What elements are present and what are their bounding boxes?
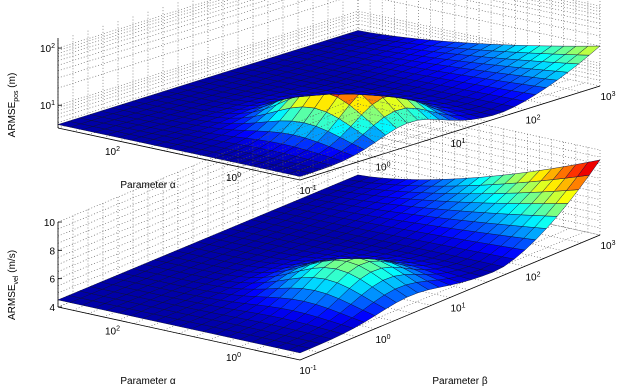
beta-tick-label: 102 bbox=[525, 115, 540, 127]
grid-line bbox=[57, 167, 601, 294]
z-axis-label: ARMSEvel (m/s) bbox=[7, 250, 20, 320]
grid-line bbox=[57, 117, 601, 244]
grid-line bbox=[57, 160, 601, 287]
z-tick-label: 6 bbox=[49, 275, 55, 286]
alpha-axis-line bbox=[57, 306, 301, 361]
grid-line bbox=[57, 153, 601, 279]
subplot-pos: 101 102 100 102 10-1 100 101 102 103 ARMSEpos (m)… bbox=[7, 0, 616, 201]
z-tick-label: 8 bbox=[49, 246, 55, 257]
grid-line bbox=[57, 132, 601, 258]
beta-tick-label: 10-1 bbox=[299, 365, 316, 377]
alpha-tick-label: 102 bbox=[105, 325, 120, 337]
beta-tick-label: 103 bbox=[600, 240, 615, 252]
alpha-tick-label: 100 bbox=[226, 352, 241, 364]
z-tick-label: 4 bbox=[49, 303, 55, 314]
surface-patch bbox=[346, 174, 371, 182]
grid-line bbox=[57, 103, 601, 230]
beta-tick-label: 102 bbox=[525, 271, 540, 283]
alpha-tick-label: 100 bbox=[226, 172, 241, 184]
grid-line bbox=[57, 139, 601, 265]
alpha-axis-label: Parameter α bbox=[120, 376, 175, 387]
z-tick-label: 10 bbox=[44, 218, 56, 229]
surface-patch bbox=[347, 30, 371, 37]
beta-tick-label: 101 bbox=[450, 303, 465, 315]
beta-tick-label: 10-1 bbox=[299, 185, 316, 197]
grid-line bbox=[57, 146, 601, 272]
surface-pos bbox=[57, 30, 601, 177]
surface-vel bbox=[57, 159, 601, 354]
grid-line bbox=[57, 96, 601, 223]
grid-line bbox=[57, 125, 601, 251]
alpha-axis-line bbox=[57, 127, 301, 181]
beta-tick-label: 103 bbox=[600, 91, 615, 103]
z-axis-label: ARMSEpos (m) bbox=[7, 73, 20, 138]
subplot-vel: 4 6 8 10 100 102 10-1 100 101 102 103 ARMSEvel (m/s… bbox=[7, 96, 616, 387]
beta-axis-line bbox=[299, 234, 601, 361]
z-tick-label: 101 bbox=[40, 100, 55, 112]
beta-tick-label: 100 bbox=[375, 334, 390, 346]
beta-tick-label: 100 bbox=[375, 162, 390, 174]
grid-line bbox=[284, 82, 585, 178]
beta-axis-label: Parameter β bbox=[432, 376, 487, 387]
grid-line bbox=[57, 110, 601, 237]
beta-axis-line bbox=[299, 85, 601, 181]
z-tick-label: 102 bbox=[40, 43, 55, 55]
alpha-tick-label: 102 bbox=[105, 146, 120, 158]
beta-tick-label: 101 bbox=[450, 138, 465, 150]
